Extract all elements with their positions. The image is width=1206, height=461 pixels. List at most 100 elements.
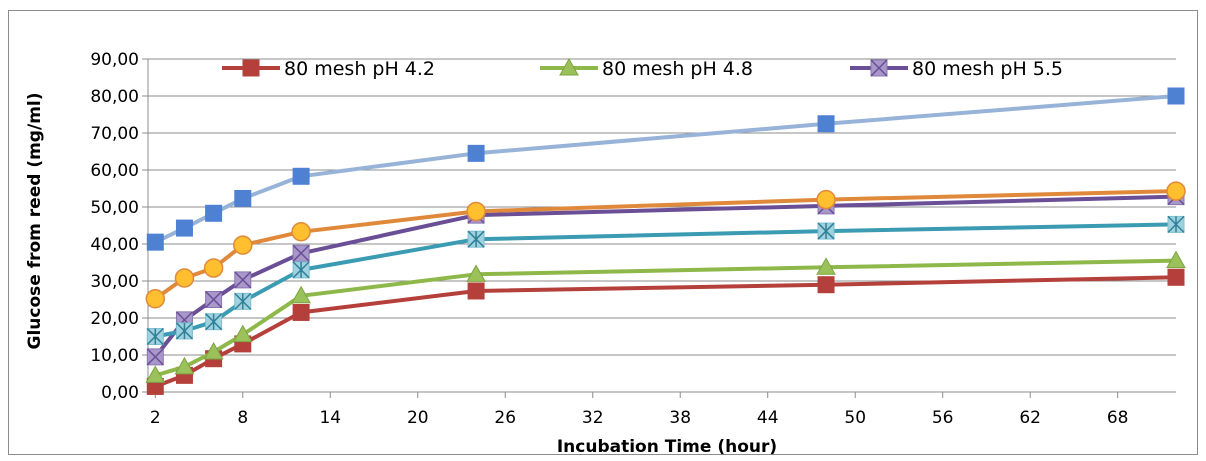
marker-shape <box>292 167 310 185</box>
y-tick-label: 20,00 <box>90 309 139 329</box>
data-point <box>466 201 486 222</box>
data-point <box>205 313 223 331</box>
y-tick-label: 70,00 <box>90 124 139 144</box>
marker-shape <box>467 282 485 300</box>
series-1 <box>146 268 1185 395</box>
data-point <box>467 282 485 300</box>
x-tick-label: 8 <box>237 408 248 428</box>
marker-shape <box>816 257 836 275</box>
data-point <box>232 324 253 343</box>
marker-shape <box>145 289 166 309</box>
data-point <box>292 303 310 321</box>
y-axis-title: Glucose from reed (mg/ml) <box>25 92 45 349</box>
data-point <box>1167 268 1185 286</box>
data-point <box>233 235 253 255</box>
x-tick-label: 26 <box>494 408 516 428</box>
data-point <box>817 115 835 133</box>
data-point <box>817 222 835 240</box>
x-axis-title: Incubation Time (hour) <box>557 437 777 457</box>
data-point <box>1166 181 1186 201</box>
marker-shape <box>291 222 311 242</box>
marker-shape <box>242 59 260 77</box>
data-point <box>145 289 166 309</box>
x-tick-label: 62 <box>1019 408 1041 428</box>
data-point <box>816 189 836 210</box>
y-tick-label: 60,00 <box>90 161 139 181</box>
data-point <box>234 271 252 289</box>
y-tick-label: 30,00 <box>90 272 139 292</box>
marker-shape <box>145 365 166 383</box>
data-point <box>467 144 485 162</box>
series-line <box>154 258 1177 378</box>
y-tick-label: 0,00 <box>101 383 139 403</box>
marker-shape <box>174 356 195 375</box>
marker-shape <box>817 276 835 294</box>
marker-shape <box>291 285 311 304</box>
data-point <box>174 268 195 288</box>
x-tick-label: 32 <box>582 408 604 428</box>
x-tick-label: 44 <box>757 408 779 428</box>
marker-shape <box>292 303 310 321</box>
series-4 <box>146 215 1185 346</box>
x-tick-label: 14 <box>319 408 341 428</box>
data-point <box>146 327 164 346</box>
marker-shape <box>466 264 486 282</box>
marker-shape <box>817 115 835 133</box>
marker-shape <box>816 189 836 210</box>
data-point <box>291 285 311 304</box>
x-tick-label: 68 <box>1107 408 1129 428</box>
data-point <box>203 342 224 360</box>
data-point <box>145 365 166 383</box>
legend-label: 80 mesh pH 4.2 <box>284 58 435 80</box>
data-point <box>234 189 252 207</box>
marker-shape <box>205 204 223 222</box>
data-point <box>292 261 310 279</box>
y-tick-label: 10,00 <box>90 346 139 366</box>
legend-entry: 80 mesh pH 4.8 <box>540 57 753 80</box>
data-point <box>467 230 485 248</box>
legend-entry: 80 mesh pH 5.5 <box>850 58 1063 80</box>
data-point <box>466 264 486 282</box>
marker-shape <box>1167 268 1185 286</box>
legend: 80 mesh pH 4.2 80 mesh pH 4.8 80 mesh pH 5… <box>222 57 1063 80</box>
legend-entry: 80 mesh pH 4.2 <box>222 58 435 80</box>
marker-shape <box>234 189 252 207</box>
data-point <box>292 167 310 185</box>
marker-shape <box>467 144 485 162</box>
data-point <box>146 233 164 251</box>
data-point <box>1166 250 1186 269</box>
y-tick-label: 90,00 <box>90 50 139 70</box>
marker-shape <box>232 324 253 343</box>
marker-cross <box>146 348 164 366</box>
x-tick-label: 50 <box>844 408 866 428</box>
data-point <box>292 244 310 262</box>
series-5 <box>145 181 1186 309</box>
marker-cross <box>234 271 252 289</box>
series <box>145 87 1186 395</box>
axes: 0,00 10,00 20,00 30,00 40,00 50,00 60,00 70,00 8… <box>90 50 1176 428</box>
legend-marker <box>870 59 888 77</box>
x-tick-label: 56 <box>932 408 954 428</box>
data-point <box>146 348 164 366</box>
data-point <box>1167 215 1185 233</box>
data-point <box>205 204 223 222</box>
y-tick-label: 50,00 <box>90 198 139 218</box>
data-point <box>174 356 195 375</box>
x-tick-label: 20 <box>407 408 429 428</box>
data-point <box>817 276 835 294</box>
marker-shape <box>203 342 224 360</box>
y-tick-label: 80,00 <box>90 87 139 107</box>
marker-shape <box>175 219 193 237</box>
data-point <box>205 290 223 309</box>
legend-marker <box>242 59 260 77</box>
marker-shape <box>1166 250 1186 269</box>
y-tick-label: 40,00 <box>90 235 139 255</box>
marker-cross <box>205 290 223 309</box>
data-point <box>291 222 311 242</box>
series-2 <box>145 250 1186 383</box>
marker-cross <box>292 244 310 262</box>
data-point <box>175 219 193 237</box>
data-point <box>1167 87 1185 105</box>
legend-label: 80 mesh pH 4.8 <box>602 58 753 80</box>
